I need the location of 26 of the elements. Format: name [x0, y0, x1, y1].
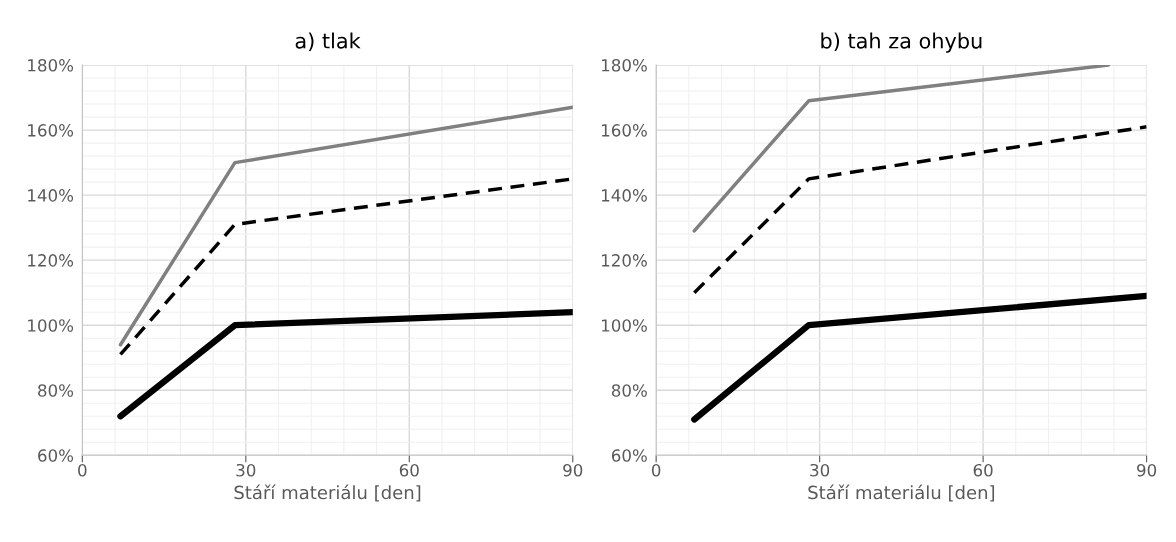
- x-tick-label: 90: [1137, 463, 1157, 477]
- y-tick-label: 120%: [602, 254, 647, 267]
- y-tick-label: 80%: [38, 384, 74, 397]
- y-tick-label: 160%: [602, 124, 647, 137]
- y-tick-label: 80%: [611, 384, 647, 397]
- y-tick-label: 160%: [28, 124, 74, 137]
- y-tick-label: 60%: [611, 449, 647, 462]
- y-tick-label: 140%: [28, 189, 74, 202]
- chart-title: a) tlak: [295, 32, 361, 52]
- x-tick-label: 90: [563, 463, 583, 477]
- y-tick-label: 100%: [28, 319, 74, 332]
- y-tick-label: 60%: [38, 449, 74, 462]
- y-tick-label: 180%: [28, 59, 74, 72]
- x-tick-label: 30: [810, 463, 830, 477]
- x-tick-label: 0: [78, 463, 87, 477]
- y-tick-label: 120%: [28, 254, 74, 267]
- x-tick-label: 60: [399, 463, 419, 477]
- chart-title: b) tah za ohybu: [821, 32, 982, 53]
- x-axis-title: Stáří materiálu [den]: [234, 484, 421, 502]
- x-tick-label: 60: [973, 463, 993, 477]
- x-tick-label: 30: [236, 463, 256, 477]
- x-axis-title: Stáří materiálu [den]: [808, 484, 995, 502]
- y-tick-label: 140%: [602, 189, 647, 202]
- y-tick-label: 100%: [602, 319, 647, 332]
- y-tick-label: 180%: [602, 59, 647, 72]
- x-tick-label: 0: [651, 463, 661, 477]
